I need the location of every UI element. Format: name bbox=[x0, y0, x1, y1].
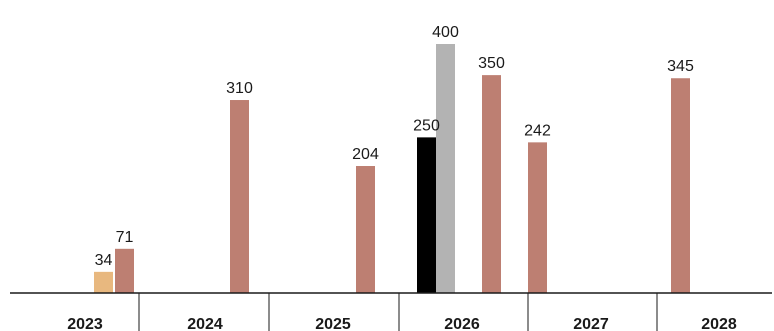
category-labels: 2023 2024 2025 2026 2027 2028 bbox=[67, 316, 737, 331]
bars-layer bbox=[94, 44, 690, 294]
bar-2026-2 bbox=[436, 44, 455, 293]
bar-value-label: 71 bbox=[116, 229, 134, 246]
bar-2023-2 bbox=[115, 248, 134, 293]
category-label-2023: 2023 bbox=[67, 316, 103, 331]
category-label-2027: 2027 bbox=[573, 316, 609, 331]
bar-value-label: 310 bbox=[226, 80, 253, 97]
bar-value-label: 350 bbox=[478, 55, 505, 72]
bar-2026-3 bbox=[482, 75, 501, 293]
category-label-2024: 2024 bbox=[187, 316, 223, 331]
bar-value-label: 204 bbox=[352, 146, 379, 163]
bar-2024-1 bbox=[230, 100, 249, 294]
category-label-2028: 2028 bbox=[701, 316, 737, 331]
bar-2023-1 bbox=[94, 271, 113, 293]
bar-value-label: 242 bbox=[524, 122, 551, 139]
bar-value-label: 400 bbox=[432, 24, 459, 41]
bar-2026-1 bbox=[417, 137, 436, 293]
category-separators bbox=[138, 293, 658, 331]
category-label-2026: 2026 bbox=[444, 316, 480, 331]
bar-value-label: 34 bbox=[95, 252, 113, 269]
bar-2025-1 bbox=[356, 166, 375, 293]
bar-value-label: 345 bbox=[667, 58, 694, 75]
bar-value-label: 250 bbox=[413, 117, 440, 134]
category-label-2025: 2025 bbox=[315, 316, 351, 331]
bar-2027-1 bbox=[528, 142, 547, 293]
bar-2028-1 bbox=[671, 78, 690, 293]
